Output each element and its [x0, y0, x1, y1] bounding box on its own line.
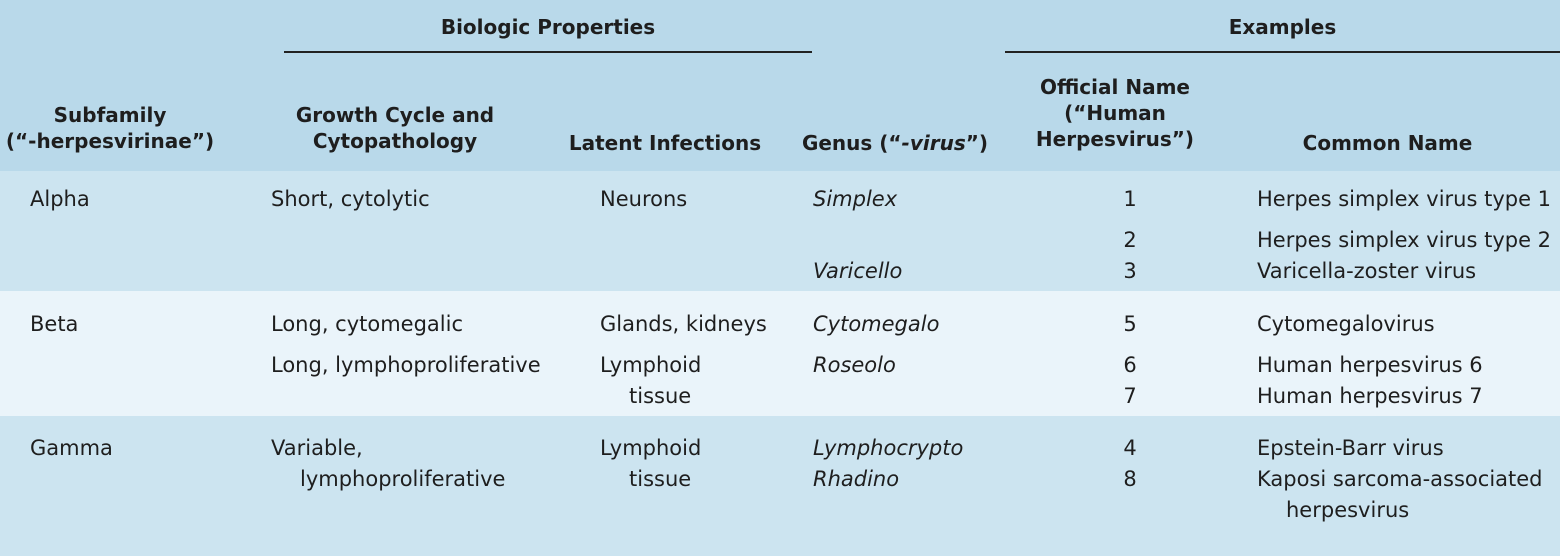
- cell-genus-roseolo: Roseolo: [813, 353, 896, 377]
- cell-common-hsv2: Herpes simplex virus type 2: [1257, 228, 1552, 252]
- cell-common-vzv: Varicella-zoster virus: [1257, 259, 1477, 283]
- cell-common-hhv7: Human herpesvirus 7: [1257, 384, 1483, 408]
- cell-common-cmv: Cytomegalovirus: [1257, 312, 1435, 336]
- cell-official-hhv6: 6: [1123, 353, 1137, 377]
- cell-common-hhv6: Human herpesvirus 6: [1257, 353, 1483, 377]
- cell-common-kshv: Kaposi sarcoma-associated herpesvirus: [1257, 467, 1543, 522]
- cell-growth-alpha: Short, cytolytic: [271, 187, 430, 211]
- cell-growth-gamma: Variable, lymphoproliferative: [271, 436, 506, 491]
- table-header: [0, 0, 1560, 171]
- cell-genus-varicello: Varicello: [813, 259, 903, 283]
- col-header-latent-infections: Latent Infections: [568, 131, 762, 155]
- cell-genus-cytomegalo: Cytomegalo: [813, 312, 940, 336]
- row-band-gamma: [0, 416, 1560, 556]
- cell-latent-alpha: Neurons: [600, 187, 688, 211]
- cell-subfamily-alpha: Alpha: [30, 187, 90, 211]
- cell-subfamily-gamma: Gamma: [30, 436, 113, 460]
- cell-growth-beta-1: Long, cytomegalic: [271, 312, 464, 336]
- cell-official-hhv3: 3: [1123, 259, 1137, 283]
- cell-official-hhv2: 2: [1123, 228, 1137, 252]
- cell-genus-rhadino: Rhadino: [813, 467, 900, 491]
- cell-genus-lymphocrypto: Lymphocrypto: [813, 436, 964, 460]
- cell-common-ebv: Epstein-Barr virus: [1257, 436, 1444, 460]
- cell-official-hhv8: 8: [1123, 467, 1137, 491]
- cell-latent-beta-2: Lymphoid tissue: [600, 353, 702, 408]
- cell-latent-gamma: Lymphoid tissue: [600, 436, 702, 491]
- cell-growth-beta-2: Long, lymphoproliferative: [271, 353, 541, 377]
- col-header-subfamily: Subfamily (“-herpesvirinae”): [5, 103, 215, 153]
- row-band-beta: [0, 291, 1560, 416]
- cell-official-hhv1: 1: [1123, 187, 1137, 211]
- col-header-common-name: Common Name: [1302, 131, 1473, 155]
- cell-latent-beta-1: Glands, kidneys: [600, 312, 767, 336]
- col-header-growth-cycle: Growth Cycle and Cytopathology: [295, 103, 495, 153]
- cell-common-hsv1: Herpes simplex virus type 1: [1257, 187, 1552, 211]
- row-band-alpha: [0, 171, 1560, 291]
- group-rule-examples: [1005, 51, 1560, 53]
- col-header-genus: Genus (“-virus”): [801, 131, 989, 155]
- col-header-official-name: Official Name (“Human Herpesvirus”): [1035, 75, 1195, 151]
- cell-official-hhv4: 4: [1123, 436, 1137, 460]
- cell-subfamily-beta: Beta: [30, 312, 79, 336]
- cell-genus-simplex: Simplex: [813, 187, 898, 211]
- group-header-examples: Examples: [1228, 15, 1337, 39]
- group-rule-biologic: [284, 51, 812, 53]
- cell-official-hhv7: 7: [1123, 384, 1137, 408]
- cell-official-hhv5: 5: [1123, 312, 1137, 336]
- group-header-biologic: Biologic Properties: [440, 15, 656, 39]
